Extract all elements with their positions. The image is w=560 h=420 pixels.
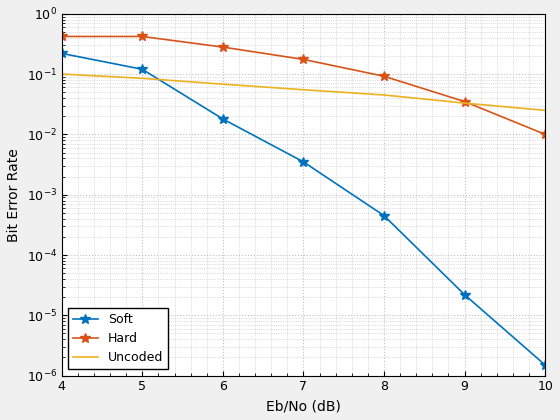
Uncoded	[381, 92, 388, 97]
Soft	[542, 362, 548, 368]
Line: Hard: Hard	[57, 32, 550, 139]
Uncoded	[220, 81, 226, 87]
Line: Uncoded: Uncoded	[62, 74, 545, 110]
Uncoded	[58, 71, 65, 76]
Soft	[300, 159, 307, 164]
Hard	[542, 132, 548, 137]
Soft	[461, 292, 468, 297]
Line: Soft: Soft	[57, 49, 550, 370]
Hard	[58, 34, 65, 39]
Hard	[300, 57, 307, 62]
Uncoded	[461, 100, 468, 105]
Uncoded	[300, 87, 307, 92]
X-axis label: Eb/No (dB): Eb/No (dB)	[266, 399, 341, 413]
Hard	[381, 74, 388, 79]
Uncoded	[542, 108, 548, 113]
Y-axis label: Bit Error Rate: Bit Error Rate	[7, 148, 21, 242]
Uncoded	[139, 76, 146, 81]
Hard	[220, 45, 226, 50]
Soft	[58, 51, 65, 56]
Soft	[381, 213, 388, 218]
Hard	[461, 99, 468, 104]
Soft	[220, 116, 226, 121]
Soft	[139, 67, 146, 72]
Hard	[139, 34, 146, 39]
Legend: Soft, Hard, Uncoded: Soft, Hard, Uncoded	[68, 308, 169, 369]
